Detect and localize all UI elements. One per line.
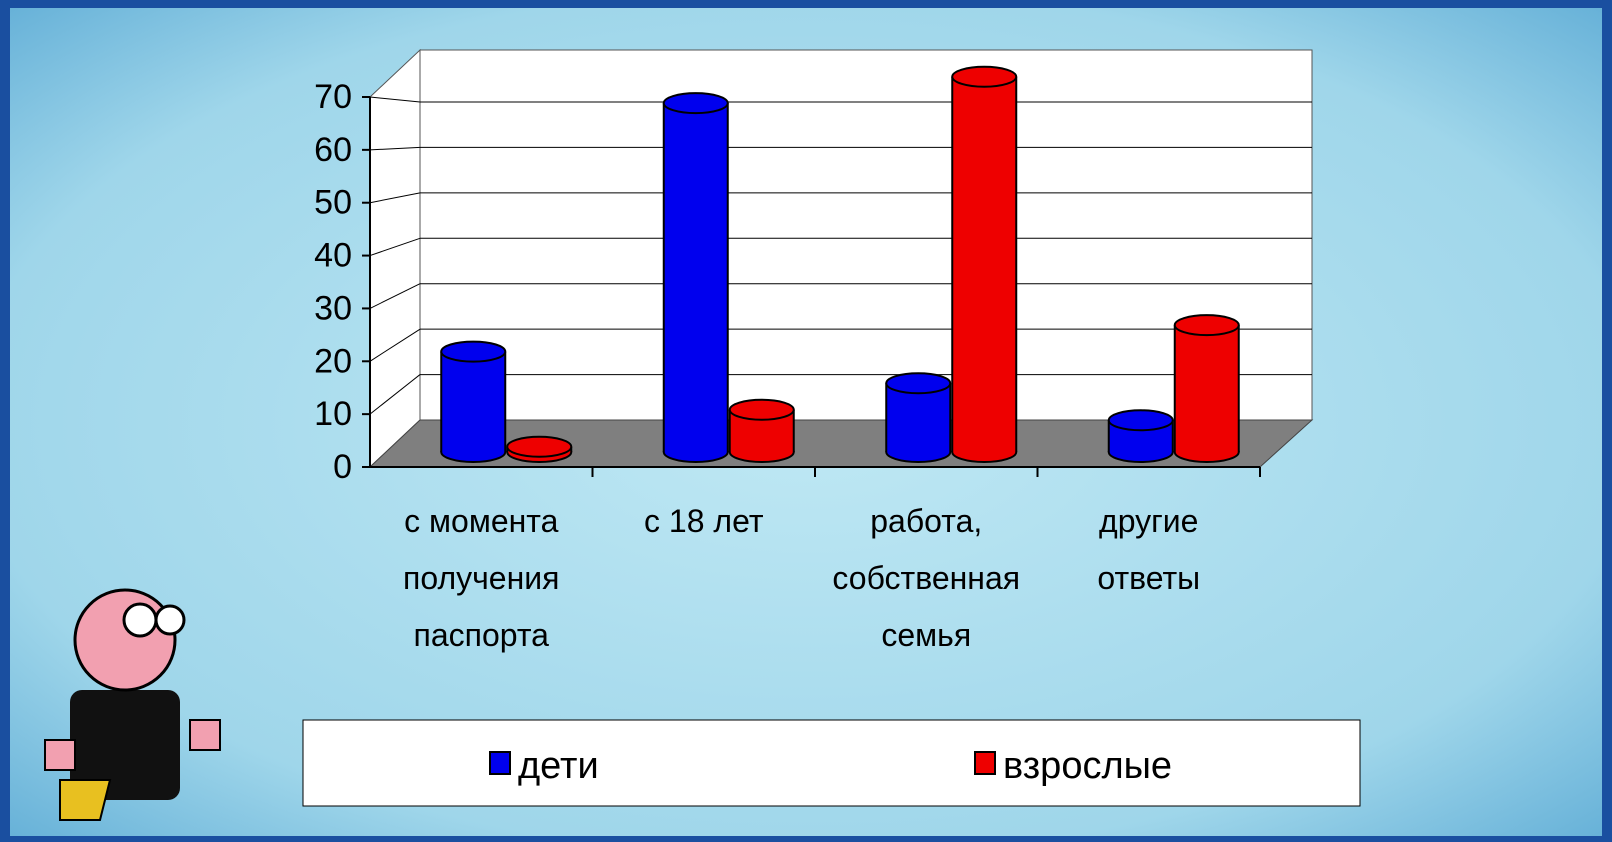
bar <box>506 435 573 463</box>
grid-line <box>369 374 421 415</box>
bar-body <box>663 103 728 453</box>
bar-body <box>952 76 1017 452</box>
bar-body <box>441 351 506 452</box>
bar <box>662 92 729 463</box>
bar-body <box>886 383 951 452</box>
bar-top <box>885 372 952 395</box>
x-tick-label: работа, собственная семья <box>832 503 1020 653</box>
x-tick-label: с момента получения паспорта <box>403 503 559 653</box>
side-wall <box>369 48 421 469</box>
y-tick-label: 20 <box>314 342 352 380</box>
legend-label: взрослые <box>1003 745 1172 787</box>
bar-top <box>1173 314 1240 337</box>
grid-line <box>369 146 421 151</box>
bar-body <box>1174 325 1239 452</box>
bar <box>885 372 952 463</box>
grid-line <box>369 96 421 103</box>
y-tick-label: 50 <box>314 184 352 222</box>
bar <box>728 398 795 463</box>
grid-line <box>369 328 421 362</box>
legend-swatch <box>489 751 511 775</box>
y-tick-label: 70 <box>314 78 352 116</box>
y-tick-label: 10 <box>314 395 352 433</box>
grid-line <box>369 283 421 309</box>
x-tick-label: с 18 лет <box>644 503 764 539</box>
bar-top <box>440 340 507 363</box>
bar-top <box>506 435 573 458</box>
legend-label: дети <box>518 745 599 787</box>
y-tick-label: 40 <box>314 237 352 275</box>
grid-line <box>369 192 421 204</box>
bar <box>951 65 1018 463</box>
y-tick-label: 30 <box>314 289 352 327</box>
bar-top <box>1107 409 1174 432</box>
legend-box <box>302 719 1361 807</box>
bar-top <box>728 398 795 421</box>
bar-top <box>951 65 1018 88</box>
x-tick-label: другие ответы <box>1097 503 1200 596</box>
cartoon-figure <box>44 588 221 821</box>
bar <box>1107 409 1174 463</box>
legend-swatch <box>974 751 996 775</box>
grid-line <box>369 237 421 257</box>
y-tick-label: 60 <box>314 131 352 169</box>
bar <box>440 340 507 463</box>
bar-top <box>662 92 729 115</box>
bar <box>1173 314 1240 463</box>
y-tick-label: 0 <box>333 448 352 486</box>
